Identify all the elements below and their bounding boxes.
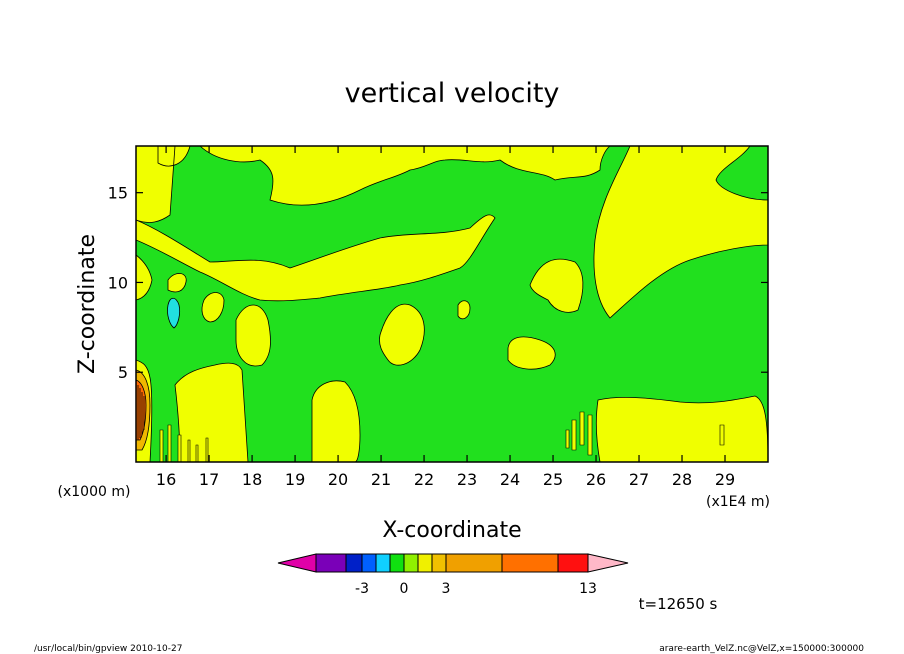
y-unit-label: (x1000 m) [58,484,131,500]
y-axis: 5 10 15 [108,184,768,382]
yellow-region-left-edge [136,254,153,301]
colorbar-label: 0 [400,581,409,597]
colorbar-segment [375,553,391,573]
cyan-blob [167,297,181,329]
y-axis-label: Z-coordinate [75,234,100,374]
colorbar-segment [315,553,347,573]
contour-field [136,146,768,462]
x-tick-label: 28 [672,470,692,489]
colorbar-label: 3 [442,581,451,597]
yellow-blob-d [379,303,425,366]
time-label: t=12650 s [639,595,718,613]
yellow-blob-g [529,258,584,313]
colorbar-segment [501,553,559,573]
x-unit-label: (x1E4 m) [706,494,770,510]
yellow-region-lower-right [595,395,768,462]
x-tick-label: 20 [328,470,348,489]
colorbar-arrow-high [587,553,629,573]
yellow-blob-c [235,304,271,367]
x-tick-label: 21 [371,470,391,489]
yellow-region-upper-right-top [715,146,768,201]
colorbar-labels: -3 0 3 13 [355,581,597,597]
x-tick-label: 23 [457,470,477,489]
colorbar-label: 13 [579,581,597,597]
plot-frame [135,145,769,463]
x-axis-label: X-coordinate [382,518,521,543]
yellow-region-mid-band [136,214,496,302]
colorbar-segment [557,553,589,573]
left-edge-hatch [137,385,145,440]
colorbar-segment [417,553,433,573]
colorbar [277,553,629,573]
x-tick-label: 16 [156,470,176,489]
x-tick-label: 27 [629,470,649,489]
yellow-blob-f [507,336,556,370]
colorbar-segment [345,553,363,573]
x-tick-label: 18 [242,470,262,489]
colorbar-segment [361,553,377,573]
footer-left: /usr/local/bin/gpview 2010-10-27 [34,644,182,654]
x-tick-label: 29 [715,470,735,489]
yellow-region-lower-mid [311,380,361,462]
x-tick-label: 17 [199,470,219,489]
colorbar-segment [403,553,419,573]
y-tick-label: 15 [108,184,128,203]
x-tick-label: 24 [500,470,520,489]
y-tick-label: 5 [118,363,128,382]
yellow-blob-a [201,292,225,323]
colorbar-segment [431,553,447,573]
x-axis: 16 17 18 19 20 21 22 23 24 25 26 27 28 29 [156,146,735,489]
yellow-blob-e [457,300,471,320]
colorbar-segment [445,553,503,573]
yellow-streaks-lower [159,411,725,462]
colorbar-arrow-low [277,553,317,573]
x-tick-label: 19 [285,470,305,489]
colorbar-segment [389,553,405,573]
x-tick-label: 22 [414,470,434,489]
y-tick-label: 10 [108,273,128,292]
colorbar-label: -3 [355,581,369,597]
x-tick-label: 25 [543,470,563,489]
left-edge-orange [136,379,147,441]
footer-right: arare-earth_VelZ.nc@VelZ,x=150000:300000 [659,644,864,654]
chart-title: vertical velocity [345,78,560,109]
x-tick-label: 26 [586,470,606,489]
yellow-blob-b [167,273,187,293]
